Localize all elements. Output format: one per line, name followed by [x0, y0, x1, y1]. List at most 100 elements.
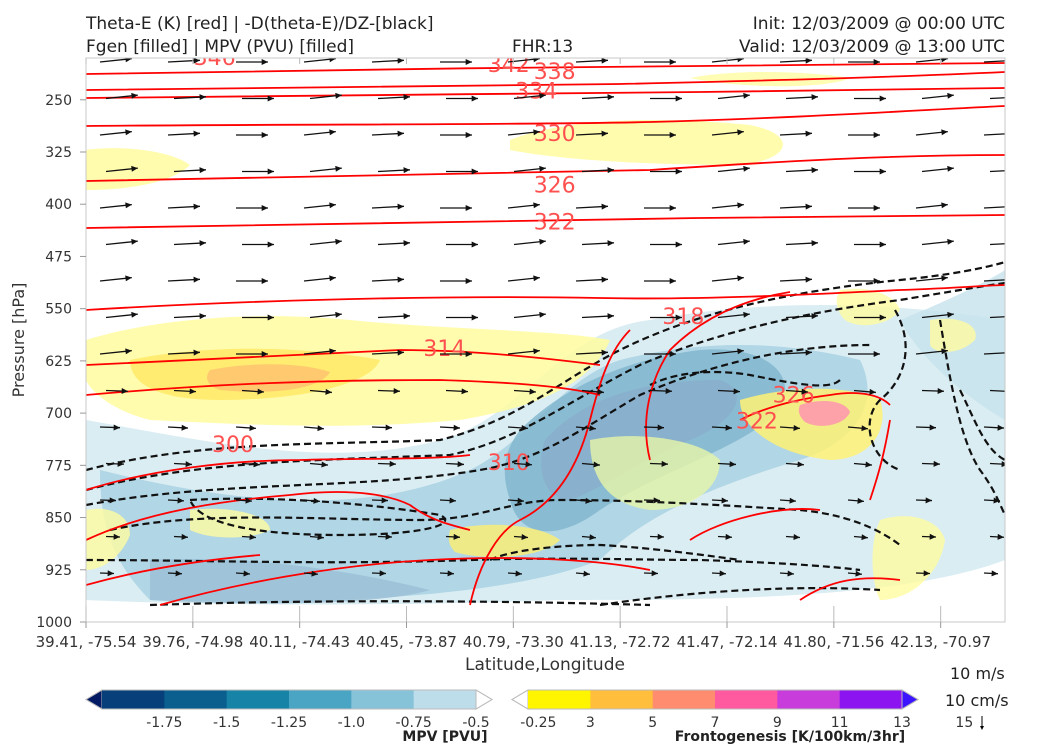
wind-arrowhead — [743, 238, 750, 245]
wind-arrowhead — [937, 388, 944, 395]
colorbar-segment — [715, 690, 778, 709]
fgen-shade — [798, 400, 850, 426]
wind-arrowhead — [533, 58, 540, 63]
wind-arrowhead — [525, 461, 532, 468]
wind-arrowhead — [857, 497, 864, 504]
colorbar-tick-label: -1.75 — [146, 715, 182, 731]
wind-arrowhead — [313, 497, 320, 504]
wind-arrowhead — [879, 168, 886, 175]
theta-e-contour — [869, 419, 891, 501]
theta-e-label: 330 — [534, 122, 576, 147]
wind-arrowhead — [1009, 277, 1015, 283]
wind-arrowhead — [669, 351, 676, 357]
title-line-1: Theta-E (K) [red] | -D(theta-E)/DZ-[blac… — [86, 14, 434, 34]
wind-arrowhead — [397, 349, 404, 356]
fgen-shade — [448, 524, 560, 557]
wind-arrowhead — [185, 461, 192, 468]
wind-arrowhead — [193, 130, 200, 137]
wind-vector — [989, 243, 1005, 246]
wind-arrowhead — [737, 348, 744, 355]
y-tick-label: 625 — [45, 354, 72, 370]
wind-arrowhead — [805, 349, 812, 356]
wind-arrowhead — [675, 241, 682, 248]
mpv-colorbar: -1.75 -1.5 -1.25 -1.0 -0.75 -0.5 -0.25 — [85, 689, 556, 731]
wind-arrowhead — [653, 497, 660, 504]
x-tick-label: 40.79, -73.30 — [463, 633, 564, 651]
wind-arrowhead — [947, 92, 954, 99]
wind-vector — [983, 60, 1005, 63]
wind-arrowhead — [929, 424, 936, 431]
wind-arrowhead — [447, 570, 454, 577]
wind-arrowhead — [131, 311, 138, 318]
colorbar-tick-label: -1.5 — [213, 715, 240, 731]
wind-vector — [983, 133, 1005, 136]
wind-arrowhead — [181, 424, 188, 431]
wind-arrowhead — [199, 240, 206, 247]
wind-arrowhead — [253, 461, 260, 468]
wind-arrowhead — [175, 570, 182, 577]
wind-arrowhead — [113, 424, 120, 431]
wind-arrowhead — [529, 388, 536, 395]
theta-e-contour — [86, 214, 1005, 229]
wind-arrowhead — [471, 314, 478, 321]
wind-arrowhead — [457, 461, 464, 468]
theta-e-label: 326 — [773, 384, 815, 409]
fgen-shade — [590, 436, 720, 510]
colorbar-tick-label: -1.25 — [271, 715, 307, 731]
init-time: Init: 12/03/2009 @ 00:00 UTC — [752, 14, 1005, 34]
dtheta-dz-contour — [86, 343, 871, 507]
wind-arrowhead — [743, 311, 750, 318]
wind-arrowhead — [261, 278, 268, 284]
wind-arrowhead — [199, 94, 206, 101]
dtheta-dz-contour — [149, 600, 651, 607]
wind-arrowhead — [737, 58, 744, 63]
wind-arrowhead — [941, 129, 948, 136]
wind-arrowhead — [261, 351, 268, 357]
wind-arrowhead — [465, 351, 472, 357]
wind-arrowhead — [521, 424, 528, 431]
wind-arrowhead — [113, 533, 120, 540]
colorbar-segment — [102, 690, 165, 709]
wind-arrowhead — [261, 205, 268, 211]
wind-arrowhead — [539, 92, 546, 99]
wind-arrowhead — [465, 59, 472, 65]
wind-arrowhead — [189, 388, 196, 395]
wind-arrowhead — [865, 461, 872, 468]
wind-arrowhead — [861, 425, 868, 432]
wind-arrowhead — [657, 424, 664, 431]
dtheta-dz-contour — [489, 543, 741, 562]
x-tick-label: 40.11, -74.43 — [249, 633, 350, 651]
wind-arrowhead — [725, 533, 732, 540]
wind-arrowhead — [947, 311, 954, 318]
fgen-shade — [510, 120, 783, 165]
wind-arrowhead — [737, 129, 744, 136]
wind-arrowhead — [869, 388, 876, 395]
wind-arrowhead — [471, 95, 478, 102]
wind-arrowhead — [991, 570, 998, 577]
wind-arrowhead — [117, 460, 124, 467]
wind-arrowhead — [993, 497, 1000, 504]
wind-arrowhead — [403, 313, 410, 320]
wind-arrowhead — [397, 203, 404, 210]
theta-e-label: 326 — [534, 173, 576, 198]
axes: 250 325 400 475 550 625 700 775 850 925 1000 39.41,… — [36, 58, 991, 651]
wind-vector — [983, 279, 1005, 282]
wind-arrowhead — [811, 240, 818, 247]
colorbar-segment — [164, 690, 228, 709]
theta-e-contour — [86, 105, 1005, 127]
colorbar-tick-label: 15 — [955, 715, 973, 731]
x-tick-label: 41.13, -72.72 — [570, 633, 671, 651]
wind-arrowhead — [855, 570, 862, 577]
dtheta-dz-contour — [86, 260, 1005, 472]
wind-arrowhead — [801, 388, 808, 395]
wind-arrowhead — [873, 351, 880, 357]
wind-arrowhead — [107, 570, 114, 577]
wind-arrowhead — [249, 534, 256, 541]
wind-arrowhead — [471, 241, 478, 248]
wind-vector — [983, 206, 1005, 209]
wind-vector — [989, 170, 1005, 173]
y-tick-label: 325 — [45, 145, 72, 161]
theta-e-contour — [86, 349, 601, 366]
wind-arrowhead — [199, 167, 206, 174]
